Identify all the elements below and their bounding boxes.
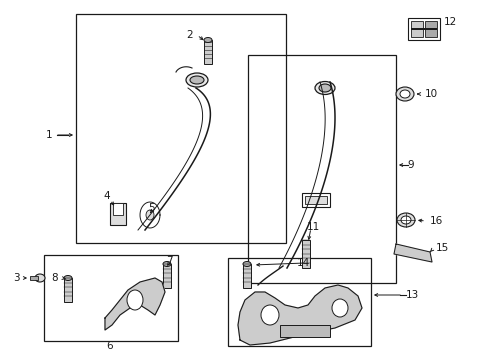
Text: 1: 1 — [45, 130, 52, 140]
Ellipse shape — [399, 90, 409, 98]
Bar — [44, 255, 178, 341]
Ellipse shape — [203, 37, 212, 42]
Ellipse shape — [163, 261, 171, 266]
Ellipse shape — [146, 210, 154, 220]
Text: 3: 3 — [13, 273, 20, 283]
Ellipse shape — [261, 305, 279, 325]
Text: 12: 12 — [443, 17, 456, 27]
Ellipse shape — [35, 274, 45, 282]
Text: 13: 13 — [405, 290, 418, 300]
Bar — [163, 264, 171, 288]
Text: 11: 11 — [306, 222, 319, 232]
Ellipse shape — [190, 76, 203, 84]
Ellipse shape — [318, 84, 330, 92]
Text: 5: 5 — [148, 203, 154, 213]
Text: 14: 14 — [296, 258, 309, 268]
Bar — [280, 325, 329, 337]
Text: 9: 9 — [406, 160, 413, 170]
Bar — [110, 203, 126, 225]
Bar — [243, 264, 250, 288]
Bar — [424, 21, 436, 37]
Bar — [227, 258, 370, 346]
Bar — [302, 193, 329, 207]
Bar — [30, 276, 38, 280]
Ellipse shape — [314, 81, 334, 94]
Bar — [407, 18, 439, 40]
Polygon shape — [238, 285, 361, 345]
Polygon shape — [393, 244, 431, 262]
Ellipse shape — [64, 275, 72, 280]
Ellipse shape — [396, 213, 414, 227]
Bar — [247, 55, 395, 283]
Ellipse shape — [127, 290, 142, 310]
Bar — [410, 28, 436, 30]
Bar — [203, 40, 212, 64]
Ellipse shape — [243, 261, 250, 266]
Bar — [305, 196, 326, 204]
Bar — [64, 278, 72, 302]
Text: 10: 10 — [424, 89, 437, 99]
Text: 2: 2 — [186, 30, 193, 40]
Ellipse shape — [395, 87, 413, 101]
Bar — [302, 240, 309, 268]
Text: 4: 4 — [103, 191, 110, 201]
Text: 6: 6 — [106, 341, 113, 351]
Text: 16: 16 — [429, 216, 442, 226]
Text: 8: 8 — [51, 273, 58, 283]
Ellipse shape — [185, 73, 207, 87]
Ellipse shape — [331, 299, 347, 317]
Polygon shape — [105, 278, 164, 330]
Bar — [113, 203, 123, 215]
Bar — [410, 21, 422, 37]
Ellipse shape — [400, 216, 410, 224]
Text: 15: 15 — [435, 243, 448, 253]
Text: 7: 7 — [166, 256, 173, 266]
Bar — [76, 14, 285, 243]
